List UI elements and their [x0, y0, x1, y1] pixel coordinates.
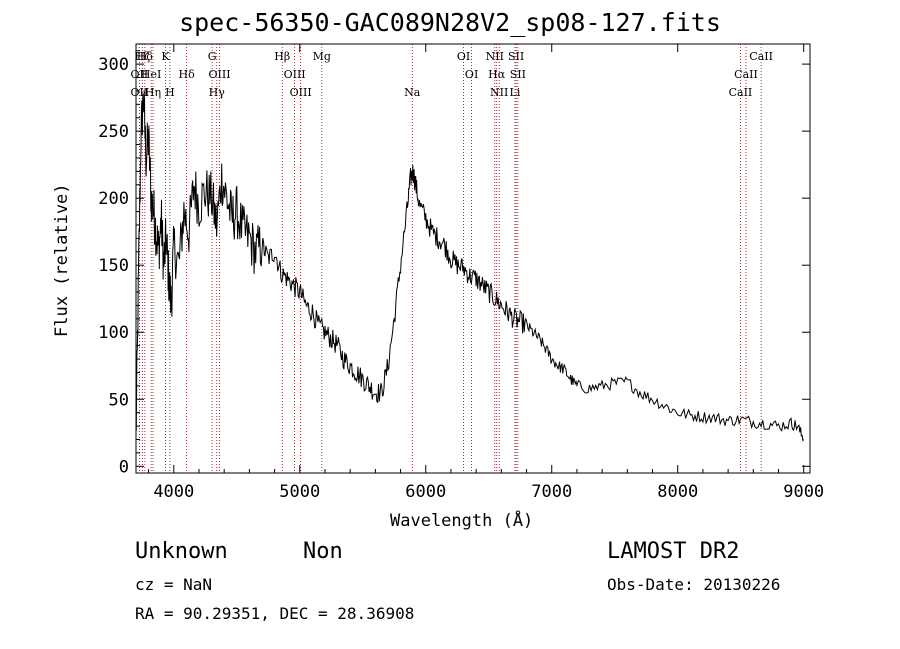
- x-tick-label: 7000: [531, 482, 572, 502]
- spectral-line-label: NII: [486, 50, 504, 63]
- spectral-line-label: Hδ: [137, 50, 154, 63]
- spectral-line-label: OI: [465, 68, 478, 81]
- spectrum-line: [135, 90, 805, 442]
- object-subclass: Non: [303, 539, 343, 564]
- spectral-line-label: Hη: [145, 86, 161, 99]
- x-tick-label: 8000: [657, 482, 698, 502]
- spectral-line-label: CaII: [734, 68, 758, 81]
- y-tick-label: 0: [119, 457, 129, 477]
- spectral-line-label: Hγ: [209, 86, 226, 99]
- survey-name: LAMOST DR2: [607, 539, 740, 564]
- spectral-line-label: Hβ: [274, 50, 290, 63]
- spectral-line-label: SII: [508, 50, 524, 63]
- spectral-line-label: Na: [404, 86, 421, 99]
- y-tick-label: 200: [98, 189, 129, 209]
- spectral-line-label: K: [161, 50, 170, 63]
- x-tick-label: 5000: [279, 482, 320, 502]
- observation-date: Obs-Date: 20130226: [607, 575, 781, 594]
- redshift-cz: cz = NaN: [135, 575, 213, 594]
- line-labels: HζHδOIIHeIOIIHηKHHδGOIIIHγHβOIIIOIIIMgNa…: [131, 50, 773, 99]
- plot-frame: [135, 43, 811, 474]
- spectral-line-label: CaII: [749, 50, 773, 63]
- spectral-line-label: OIII: [290, 86, 312, 99]
- spectral-line-label: Hδ: [179, 68, 196, 81]
- line-markers: [139, 44, 762, 473]
- x-tick-label: 6000: [405, 482, 446, 502]
- spectral-line-label: OIII: [284, 68, 306, 81]
- spectral-line-label: Mg: [313, 50, 331, 63]
- spectral-line-label: OI: [457, 50, 470, 63]
- chart-title: spec-56350-GAC089N28V2_sp08-127.fits: [179, 8, 721, 37]
- spectral-line-label: SII: [510, 68, 526, 81]
- y-tick-label: 50: [109, 390, 129, 410]
- spectral-line-label: Li: [510, 86, 521, 99]
- spectral-line-label: OII: [131, 68, 149, 81]
- x-tick-label: 4000: [153, 482, 194, 502]
- y-tick-label: 100: [98, 323, 129, 343]
- spectral-line-label: Hα: [488, 68, 506, 81]
- object-class: Unknown: [135, 539, 228, 564]
- y-axis-label: Flux (relative): [52, 183, 72, 337]
- y-axis-ticks: 0 50 100 150 200 250 300: [98, 50, 810, 477]
- spectral-line-label: CaII: [729, 86, 753, 99]
- y-tick-label: 250: [98, 122, 129, 142]
- y-tick-label: 300: [98, 55, 129, 75]
- x-tick-label: 9000: [783, 482, 824, 502]
- spectral-line-label: H: [165, 86, 175, 99]
- spectral-line-label: HeI: [141, 68, 161, 81]
- spectral-line-label: OIII: [208, 68, 230, 81]
- spectral-line-label: G: [208, 50, 217, 63]
- x-axis-ticks: 4000 5000 6000 7000 8000 9000: [148, 44, 824, 502]
- coordinates: RA = 90.29351, DEC = 28.36908: [135, 604, 415, 623]
- x-axis-label: Wavelength (Å): [390, 511, 534, 531]
- spectral-line-label: Hζ: [135, 50, 151, 63]
- y-tick-label: 150: [98, 256, 129, 276]
- spectral-line-label: NII: [490, 86, 508, 99]
